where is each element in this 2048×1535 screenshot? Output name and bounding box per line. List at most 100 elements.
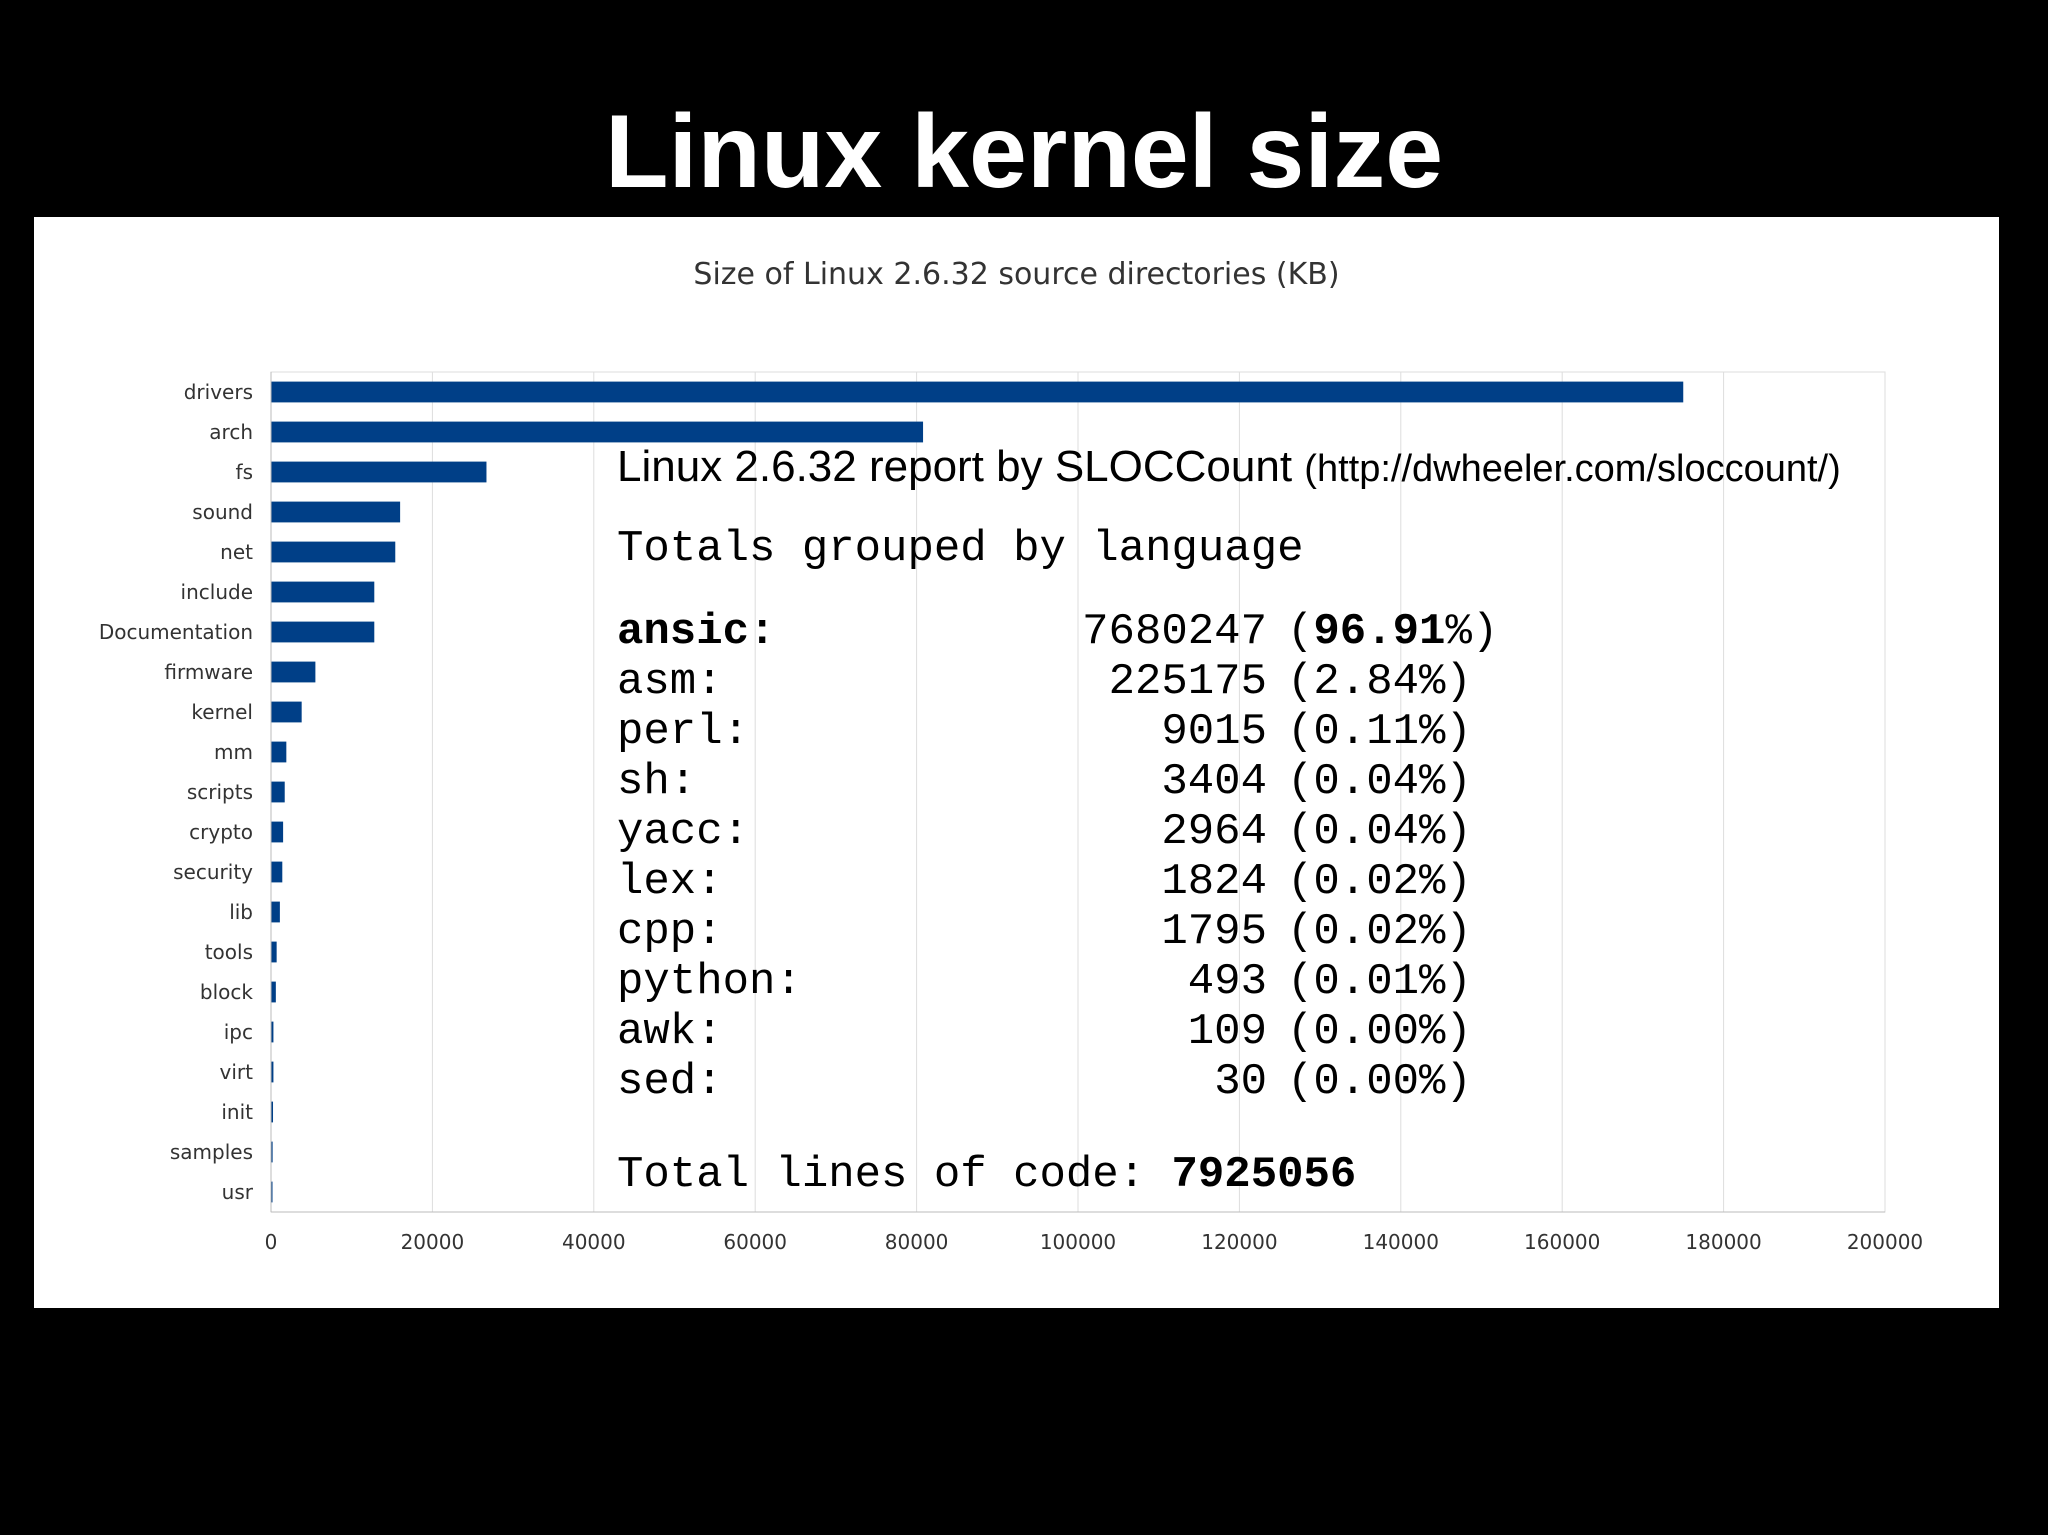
language-lines: 9015	[1161, 707, 1267, 757]
category-label: Documentation	[99, 620, 253, 644]
category-label: drivers	[184, 380, 253, 404]
bar	[271, 1021, 274, 1043]
language-percent-value: 0.02	[1313, 857, 1420, 907]
x-tick-label: 140000	[1363, 1230, 1439, 1254]
language-row: perl: 9015 (0.11%)	[617, 707, 1498, 757]
report-header-text: Linux 2.6.32 report by SLOCCount	[617, 442, 1293, 491]
x-tick-label: 200000	[1847, 1230, 1923, 1254]
language-row: asm: 225175 (2.84%)	[617, 657, 1498, 707]
language-table: ansic: 7680247 (96.91%) asm: 225175 (2.84%) pe…	[617, 607, 1498, 1107]
language-name: cpp:	[617, 907, 723, 957]
bar-chart: 0 20000 40000 60000 80000 100000 120000 140000 1…	[99, 371, 1923, 1254]
language-lines: 1795	[1161, 907, 1267, 957]
language-name: python:	[617, 957, 802, 1007]
category-label: scripts	[187, 780, 253, 804]
language-row: awk: 109 (0.00%)	[617, 1007, 1498, 1057]
total-line: Total lines of code: 7925056	[617, 1149, 1841, 1201]
category-label: crypto	[189, 820, 253, 844]
language-percent: (0.01%)	[1287, 957, 1472, 1007]
language-name: ansic:	[617, 607, 776, 657]
category-label: virt	[220, 1060, 254, 1084]
x-tick-label: 80000	[885, 1230, 949, 1254]
language-lines: 3404	[1161, 757, 1267, 807]
bar	[271, 1181, 273, 1203]
x-tick-label: 0	[265, 1230, 278, 1254]
bar	[271, 1141, 273, 1163]
language-percent-value: 2.84	[1313, 657, 1420, 707]
language-percent-value: 0.11	[1313, 707, 1420, 757]
bar	[271, 781, 285, 803]
bar	[271, 1061, 274, 1083]
language-percent-value: 0.00	[1313, 1007, 1420, 1057]
language-lines: 1824	[1161, 857, 1267, 907]
category-label: samples	[170, 1140, 253, 1164]
language-name: sh:	[617, 757, 697, 807]
language-lines: 225175	[1108, 657, 1267, 707]
language-percent-value: 96.91	[1313, 607, 1446, 657]
x-tick-label: 180000	[1685, 1230, 1761, 1254]
category-label: tools	[205, 940, 253, 964]
language-lines: 109	[1187, 1007, 1267, 1057]
language-percent-value: 0.02	[1313, 907, 1420, 957]
language-row: python: 493 (0.01%)	[617, 957, 1498, 1007]
category-label: firmware	[164, 660, 253, 684]
report-header-url: (http://dwheeler.com/sloccount/)	[1304, 448, 1841, 490]
report-header: Linux 2.6.32 report by SLOCCount (http:/…	[617, 441, 1841, 495]
language-row: sed: 30 (0.00%)	[617, 1057, 1498, 1107]
category-label: sound	[192, 500, 253, 524]
language-percent-value: 0.04	[1313, 757, 1420, 807]
category-label: arch	[209, 420, 253, 444]
category-label: lib	[229, 900, 253, 924]
bar	[271, 581, 375, 603]
chart-title: Size of Linux 2.6.32 source directories …	[693, 257, 1340, 292]
x-tick-label: 160000	[1524, 1230, 1600, 1254]
report-subtitle: Totals grouped by language	[617, 524, 1304, 574]
language-name: yacc:	[617, 807, 750, 857]
category-label: mm	[214, 740, 253, 764]
category-label: init	[221, 1100, 253, 1124]
language-percent: (0.04%)	[1287, 807, 1472, 857]
language-percent: (96.91%)	[1287, 607, 1499, 657]
language-percent: (2.84%)	[1287, 657, 1472, 707]
category-label: ipc	[224, 1020, 253, 1044]
x-tick-label: 120000	[1201, 1230, 1277, 1254]
language-row: lex: 1824 (0.02%)	[617, 857, 1498, 907]
bar	[271, 661, 316, 683]
language-lines: 493	[1187, 957, 1267, 1007]
chart-panel: Size of Linux 2.6.32 source directories …	[34, 217, 1999, 1308]
x-tick-label: 100000	[1040, 1230, 1116, 1254]
language-percent: (0.00%)	[1287, 1057, 1472, 1107]
bar	[271, 981, 276, 1003]
bar	[271, 461, 487, 483]
bar	[271, 501, 401, 523]
bar	[271, 381, 1684, 403]
bar	[271, 741, 287, 763]
language-percent-value: 0.01	[1313, 957, 1420, 1007]
total-value: 7925056	[1171, 1150, 1357, 1200]
language-row: sh: 3404 (0.04%)	[617, 757, 1498, 807]
bar	[271, 421, 924, 443]
category-label: include	[181, 580, 253, 604]
bar	[271, 901, 280, 923]
language-name: asm:	[617, 657, 723, 707]
bar	[271, 941, 277, 963]
language-percent: (0.04%)	[1287, 757, 1472, 807]
bar	[271, 701, 302, 723]
language-row: ansic: 7680247 (96.91%)	[617, 607, 1498, 657]
category-label: usr	[222, 1180, 254, 1204]
language-percent: (0.00%)	[1287, 1007, 1472, 1057]
x-tick-label: 20000	[401, 1230, 465, 1254]
bar	[271, 1101, 274, 1123]
language-percent-value: 0.04	[1313, 807, 1420, 857]
language-percent: (0.02%)	[1287, 857, 1472, 907]
category-label: kernel	[191, 700, 253, 724]
x-tick-label: 60000	[723, 1230, 787, 1254]
language-row: cpp: 1795 (0.02%)	[617, 907, 1498, 957]
x-tick-label: 40000	[562, 1230, 626, 1254]
bar	[271, 821, 284, 843]
category-label: security	[173, 860, 253, 884]
language-lines: 2964	[1161, 807, 1267, 857]
sloccount-report: Linux 2.6.32 report by SLOCCount (http:/…	[617, 441, 1841, 1201]
language-percent: (0.02%)	[1287, 907, 1472, 957]
bar	[271, 541, 396, 563]
